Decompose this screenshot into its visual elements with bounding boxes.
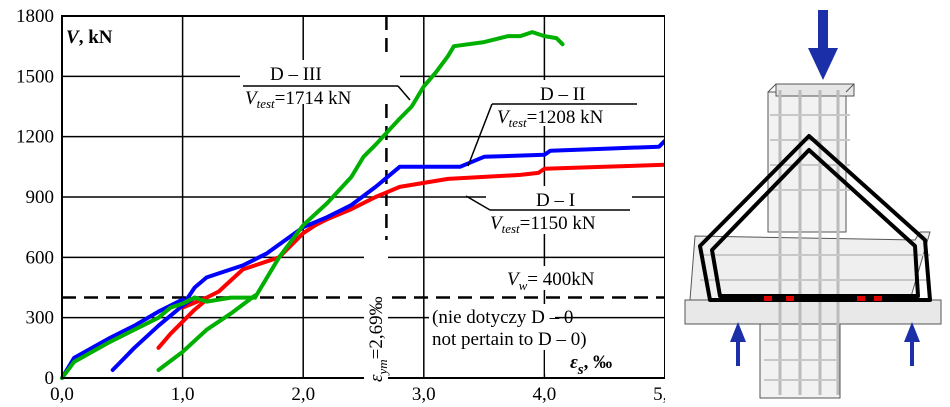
series-line-d-iii bbox=[253, 30, 565, 300]
y-tick-label: 900 bbox=[26, 187, 55, 208]
x-tick-label: 0,0 bbox=[50, 384, 74, 405]
series-line-d-ii bbox=[180, 138, 665, 308]
axis-ticks: 0,0 1,0 2,0 3,0 4,0 5,0 0 300 600 900 1200 1500 1800 bbox=[16, 6, 665, 405]
series-line-d-i bbox=[156, 297, 209, 350]
plot-frame bbox=[61, 15, 665, 379]
series-line-d-ii bbox=[60, 297, 185, 380]
reference-lines bbox=[62, 16, 665, 378]
shear-strain-chart: 0,0 1,0 2,0 3,0 4,0 5,0 0 300 600 900 1200 1500 1800… bbox=[16, 6, 665, 405]
x-tick-label: 1,0 bbox=[171, 384, 195, 405]
y-axis-label: V, kN bbox=[66, 27, 113, 48]
svg-text:D – II: D – II bbox=[540, 84, 585, 105]
support-arrow-right bbox=[904, 322, 920, 366]
eps-ym-label: εym=2,69‰ bbox=[364, 240, 390, 382]
exclusion-note: (nie dotyczy D – 0 not pertain to D – 0) bbox=[429, 304, 587, 350]
x-tick-label: 2,0 bbox=[291, 384, 315, 405]
svg-text:εs, ‰: εs, ‰ bbox=[570, 352, 612, 378]
series-label-d-ii: D – II Vtest=1208 kN bbox=[467, 80, 642, 167]
series-label-d-i: D – I Vtest=1150 kN bbox=[465, 186, 632, 236]
svg-text:εym=2,69‰: εym=2,69‰ bbox=[366, 296, 390, 382]
y-tick-label: 1800 bbox=[16, 6, 54, 27]
x-tick-label: 5,0 bbox=[653, 384, 665, 405]
svg-text:Vtest=1208 kN: Vtest=1208 kN bbox=[497, 107, 604, 130]
series-line-d-i bbox=[180, 162, 665, 310]
y-tick-label: 600 bbox=[26, 247, 55, 268]
series-line-d-iii bbox=[60, 295, 257, 380]
svg-text:Vw= 400kN: Vw= 400kN bbox=[507, 269, 595, 293]
anchorage-marks bbox=[764, 296, 882, 301]
y-tick-label: 1200 bbox=[16, 127, 54, 148]
svg-text:D – I: D – I bbox=[536, 190, 575, 211]
chart-series bbox=[60, 30, 665, 380]
svg-text:D – III: D – III bbox=[270, 64, 322, 85]
svg-text:Vtest=1714 kN: Vtest=1714 kN bbox=[245, 88, 352, 111]
series-label-d-iii: D – III Vtest=1714 kN bbox=[240, 60, 411, 111]
note-line-1: (nie dotyczy D – 0 bbox=[432, 307, 573, 328]
load-arrow-top bbox=[808, 10, 838, 80]
y-tick-label: 1500 bbox=[16, 66, 54, 87]
y-tick-label: 0 bbox=[45, 368, 55, 389]
specimen-diagram bbox=[684, 10, 942, 399]
y-tick-label: 300 bbox=[26, 308, 55, 329]
support-arrow-left bbox=[730, 322, 746, 366]
note-line-2: not pertain to D – 0) bbox=[432, 329, 587, 350]
x-tick-label: 4,0 bbox=[533, 384, 557, 405]
inclined-rebar bbox=[698, 134, 932, 302]
x-tick-label: 3,0 bbox=[412, 384, 436, 405]
x-axis-label: εs, ‰ bbox=[545, 346, 663, 378]
series-line-d-iii bbox=[156, 293, 257, 372]
svg-text:Vtest=1150 kN: Vtest=1150 kN bbox=[490, 213, 596, 236]
vw-label: Vw= 400kN bbox=[504, 266, 595, 293]
